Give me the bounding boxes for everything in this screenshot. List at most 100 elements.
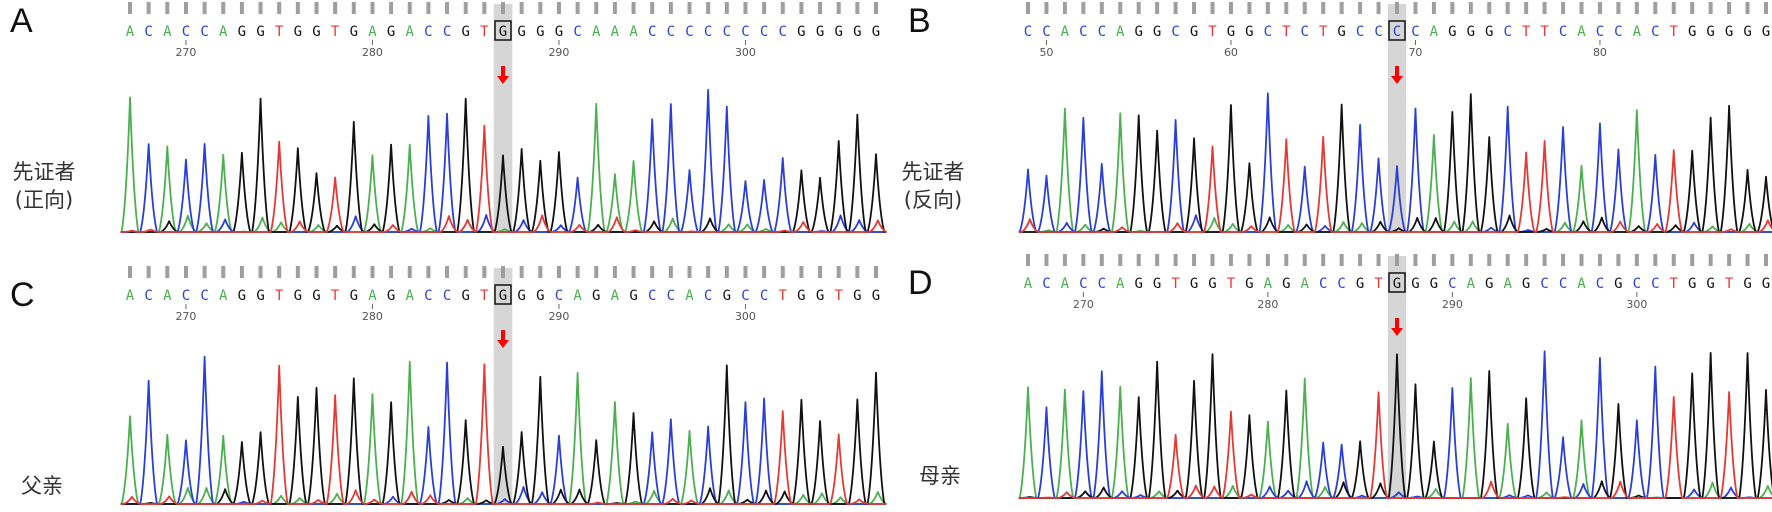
base-call: A [1577, 276, 1586, 292]
quality-bar [1376, 2, 1381, 14]
base-call: C [760, 288, 768, 304]
quality-bar [724, 266, 729, 278]
base-call: C [424, 288, 432, 304]
trace-C [1018, 92, 1772, 233]
sample-label-line-2: (正向) [14, 188, 74, 212]
base-call: G [1430, 276, 1438, 292]
quality-bar [1228, 254, 1233, 266]
base-call: G [872, 288, 880, 304]
quality-bar [1395, 254, 1399, 266]
quality-bar [1505, 254, 1510, 266]
quality-bar [706, 2, 711, 14]
quality-bar [1634, 2, 1639, 14]
quality-bar [1524, 254, 1529, 266]
base-call: G [1411, 276, 1419, 292]
variant-highlight [493, 268, 513, 504]
quality-bar [780, 266, 785, 278]
quality-bar [1745, 2, 1750, 14]
quality-bar [575, 2, 580, 14]
quality-bar [836, 266, 841, 278]
base-call: G [629, 288, 637, 304]
base-call: C [1079, 24, 1087, 40]
base-call: G [1467, 24, 1475, 40]
quality-bar [1597, 254, 1602, 266]
base-call: C [1411, 24, 1419, 40]
base-call: C [1098, 24, 1106, 40]
ruler-label: 280 [362, 46, 383, 59]
base-call: G [461, 288, 469, 304]
quality-bar [874, 266, 878, 278]
base-call: G [1282, 276, 1290, 292]
variant-arrow [1391, 318, 1403, 336]
quality-bar [855, 266, 860, 278]
quality-bar [1118, 254, 1123, 266]
quality-bar [314, 2, 319, 14]
panel-letter: B [908, 2, 931, 40]
base-call: C [779, 24, 787, 40]
trace-T [1018, 135, 1772, 233]
ruler-label: 270 [1073, 298, 1094, 311]
base-call: T [1670, 276, 1679, 292]
base-call: G [1485, 24, 1493, 40]
quality-bar [1044, 254, 1049, 266]
panel-letter: D [908, 264, 933, 302]
variant-box [1388, 20, 1406, 41]
quality-bar [1542, 254, 1547, 266]
base-call: C [1503, 24, 1511, 40]
quality-bar [1376, 254, 1381, 266]
base-call: C [1042, 24, 1050, 40]
base-call: A [1264, 276, 1273, 292]
base-call: G [499, 24, 507, 40]
quality-bar [314, 266, 319, 278]
base-call: A [1061, 24, 1070, 40]
base-call: A [1503, 276, 1512, 292]
base-call: G [1725, 24, 1733, 40]
base-call: C [704, 288, 712, 304]
trace-T [120, 124, 888, 233]
quality-bar [370, 2, 375, 14]
base-call: C [723, 24, 731, 40]
base-call: T [1522, 24, 1531, 40]
base-call: T [779, 288, 788, 304]
variant-arrow [497, 330, 509, 348]
base-call: A [219, 24, 228, 40]
quality-bar [1413, 2, 1418, 14]
quality-bar [1690, 254, 1695, 266]
base-call: G [816, 24, 824, 40]
base-call: G [853, 24, 861, 40]
base-call: G [312, 288, 320, 304]
quality-bar [519, 266, 524, 278]
quality-bar [762, 2, 767, 14]
quality-bar [1302, 2, 1307, 14]
quality-bar [687, 266, 692, 278]
quality-bar [146, 266, 151, 278]
trace-T [1018, 391, 1772, 499]
base-call: T [275, 24, 284, 40]
base-call: C [1614, 24, 1622, 40]
quality-bar [706, 266, 711, 278]
base-call: G [816, 288, 824, 304]
quality-bar [1561, 254, 1566, 266]
base-call: G [797, 24, 805, 40]
base-call: A [592, 24, 601, 40]
base-call: G [1688, 24, 1696, 40]
quality-bar [538, 2, 543, 14]
variant-arrow [497, 66, 509, 84]
trace-G [1018, 351, 1772, 499]
quality-bar [1468, 2, 1473, 14]
quality-bar [1321, 254, 1326, 266]
quality-bar [1192, 2, 1197, 14]
quality-bar [1118, 2, 1123, 14]
base-call: A [611, 24, 620, 40]
quality-bar [183, 266, 188, 278]
quality-bar [1431, 2, 1436, 14]
ruler-label: 300 [1626, 298, 1647, 311]
base-call: G [1153, 24, 1161, 40]
quality-bar [612, 266, 617, 278]
quality-bar [1671, 254, 1676, 266]
quality-bar [1155, 2, 1160, 14]
quality-bar [351, 266, 356, 278]
base-call: T [275, 288, 284, 304]
ruler-label: 80 [1593, 46, 1607, 59]
